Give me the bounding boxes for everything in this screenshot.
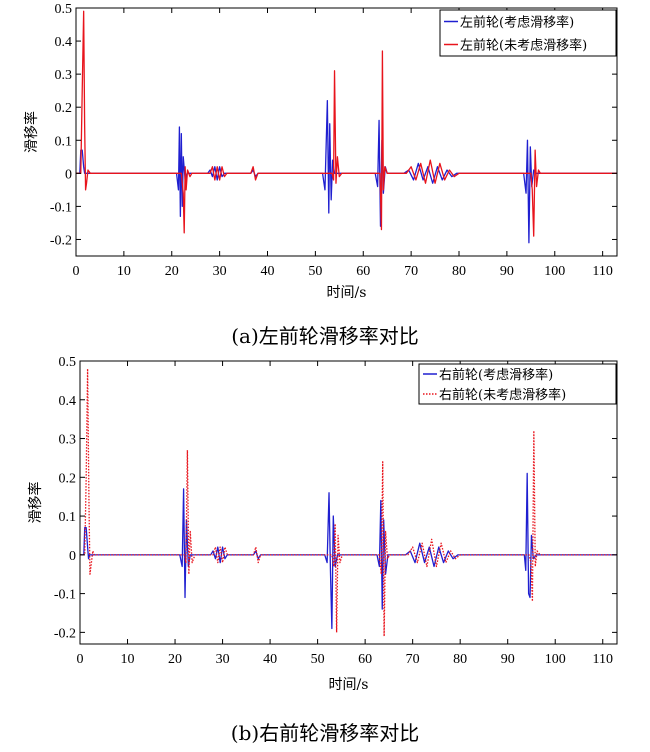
x-tick-label: 20 <box>168 652 182 667</box>
y-tick-label: -0.2 <box>54 626 76 641</box>
x-tick-label: 90 <box>501 652 515 667</box>
figure-caption: (b)右前轮滑移率对比 <box>231 721 419 745</box>
y-tick-label: 0 <box>65 167 72 182</box>
y-axis-label: 滑移率 <box>23 111 40 153</box>
y-tick-label: -0.1 <box>50 200 72 215</box>
y-tick-label: -0.2 <box>50 233 72 248</box>
x-tick-label: 110 <box>592 264 612 279</box>
x-tick-label: 100 <box>544 264 565 279</box>
y-tick-label: 0 <box>69 549 76 564</box>
chart-panel-a: 0 10 20 30 40 50 60 70 80 90 100 110 -0.2 -0.1 0 0.1 0.… <box>23 2 618 348</box>
y-tick-label: 0.4 <box>59 394 77 409</box>
legend: 右前轮(考虑滑移率) 右前轮(未考虑滑移率) <box>418 363 617 405</box>
x-tick-label: 40 <box>263 652 277 667</box>
y-tick-label: 0.1 <box>55 134 73 149</box>
legend: 左前轮(考虑滑移率) 左前轮(未考虑滑移率) <box>439 9 617 57</box>
legend-entry-series-2: 右前轮(未考虑滑移率) <box>439 387 566 403</box>
x-tick-label: 110 <box>593 652 613 667</box>
y-tick-label: 0.3 <box>55 68 73 83</box>
y-tick-label: 0.4 <box>55 35 73 50</box>
x-tick-label: 90 <box>500 264 514 279</box>
chart-panel-b: 0 10 20 30 40 50 60 70 80 90 100 110 -0.2 -0.1 0 0.1 0.… <box>27 355 618 745</box>
y-tick-label: -0.1 <box>54 588 76 603</box>
y-tick-label: 0.2 <box>59 471 77 486</box>
legend-entry-series-1: 左前轮(考虑滑移率) <box>460 15 574 31</box>
plot-frame <box>79 360 618 645</box>
x-tick-label: 20 <box>165 264 179 279</box>
x-tick-label: 60 <box>358 652 372 667</box>
legend-entry-series-2: 左前轮(未考虑滑移率) <box>460 38 587 54</box>
x-tick-label: 0 <box>73 264 80 279</box>
series-line-1 <box>76 99 617 244</box>
x-axis: 0 10 20 30 40 50 60 70 80 90 100 110 <box>77 361 613 667</box>
y-tick-label: 0.5 <box>55 2 73 17</box>
x-tick-label: 10 <box>121 652 135 667</box>
series-line-2 <box>76 10 617 237</box>
x-axis: 0 10 20 30 40 50 60 70 80 90 100 110 <box>73 8 613 279</box>
x-tick-label: 100 <box>545 652 566 667</box>
x-tick-label: 80 <box>453 652 467 667</box>
x-tick-label: 80 <box>452 264 466 279</box>
x-tick-label: 70 <box>404 264 418 279</box>
x-tick-label: 10 <box>117 264 131 279</box>
x-axis-label: 时间/s <box>329 677 369 693</box>
series-line-1 <box>80 472 617 630</box>
x-tick-label: 60 <box>356 264 370 279</box>
y-tick-label: 0.3 <box>59 433 77 448</box>
x-tick-label: 0 <box>77 652 84 667</box>
plot-frame <box>75 7 618 257</box>
legend-entry-series-1: 右前轮(考虑滑移率) <box>439 367 553 383</box>
y-axis: -0.2 -0.1 0 0.1 0.2 0.3 0.4 0.5 <box>50 2 617 248</box>
x-tick-label: 40 <box>261 264 275 279</box>
x-tick-label: 70 <box>406 652 420 667</box>
y-tick-label: 0.1 <box>59 510 77 525</box>
figure-caption: (a)左前轮滑移率对比 <box>231 324 419 348</box>
series-layer <box>80 368 617 637</box>
x-axis-label: 时间/s <box>327 285 367 301</box>
series-line-2 <box>80 368 617 637</box>
series-layer <box>76 10 617 244</box>
y-tick-label: 0.2 <box>55 101 73 116</box>
y-axis-label: 滑移率 <box>27 482 44 524</box>
legend-box <box>418 363 617 405</box>
legend-box <box>439 9 617 57</box>
y-tick-label: 0.5 <box>59 355 77 370</box>
x-tick-label: 30 <box>216 652 230 667</box>
x-tick-label: 50 <box>311 652 325 667</box>
x-tick-label: 30 <box>213 264 227 279</box>
y-axis: -0.2 -0.1 0 0.1 0.2 0.3 0.4 0.5 <box>54 355 617 641</box>
x-tick-label: 50 <box>308 264 322 279</box>
